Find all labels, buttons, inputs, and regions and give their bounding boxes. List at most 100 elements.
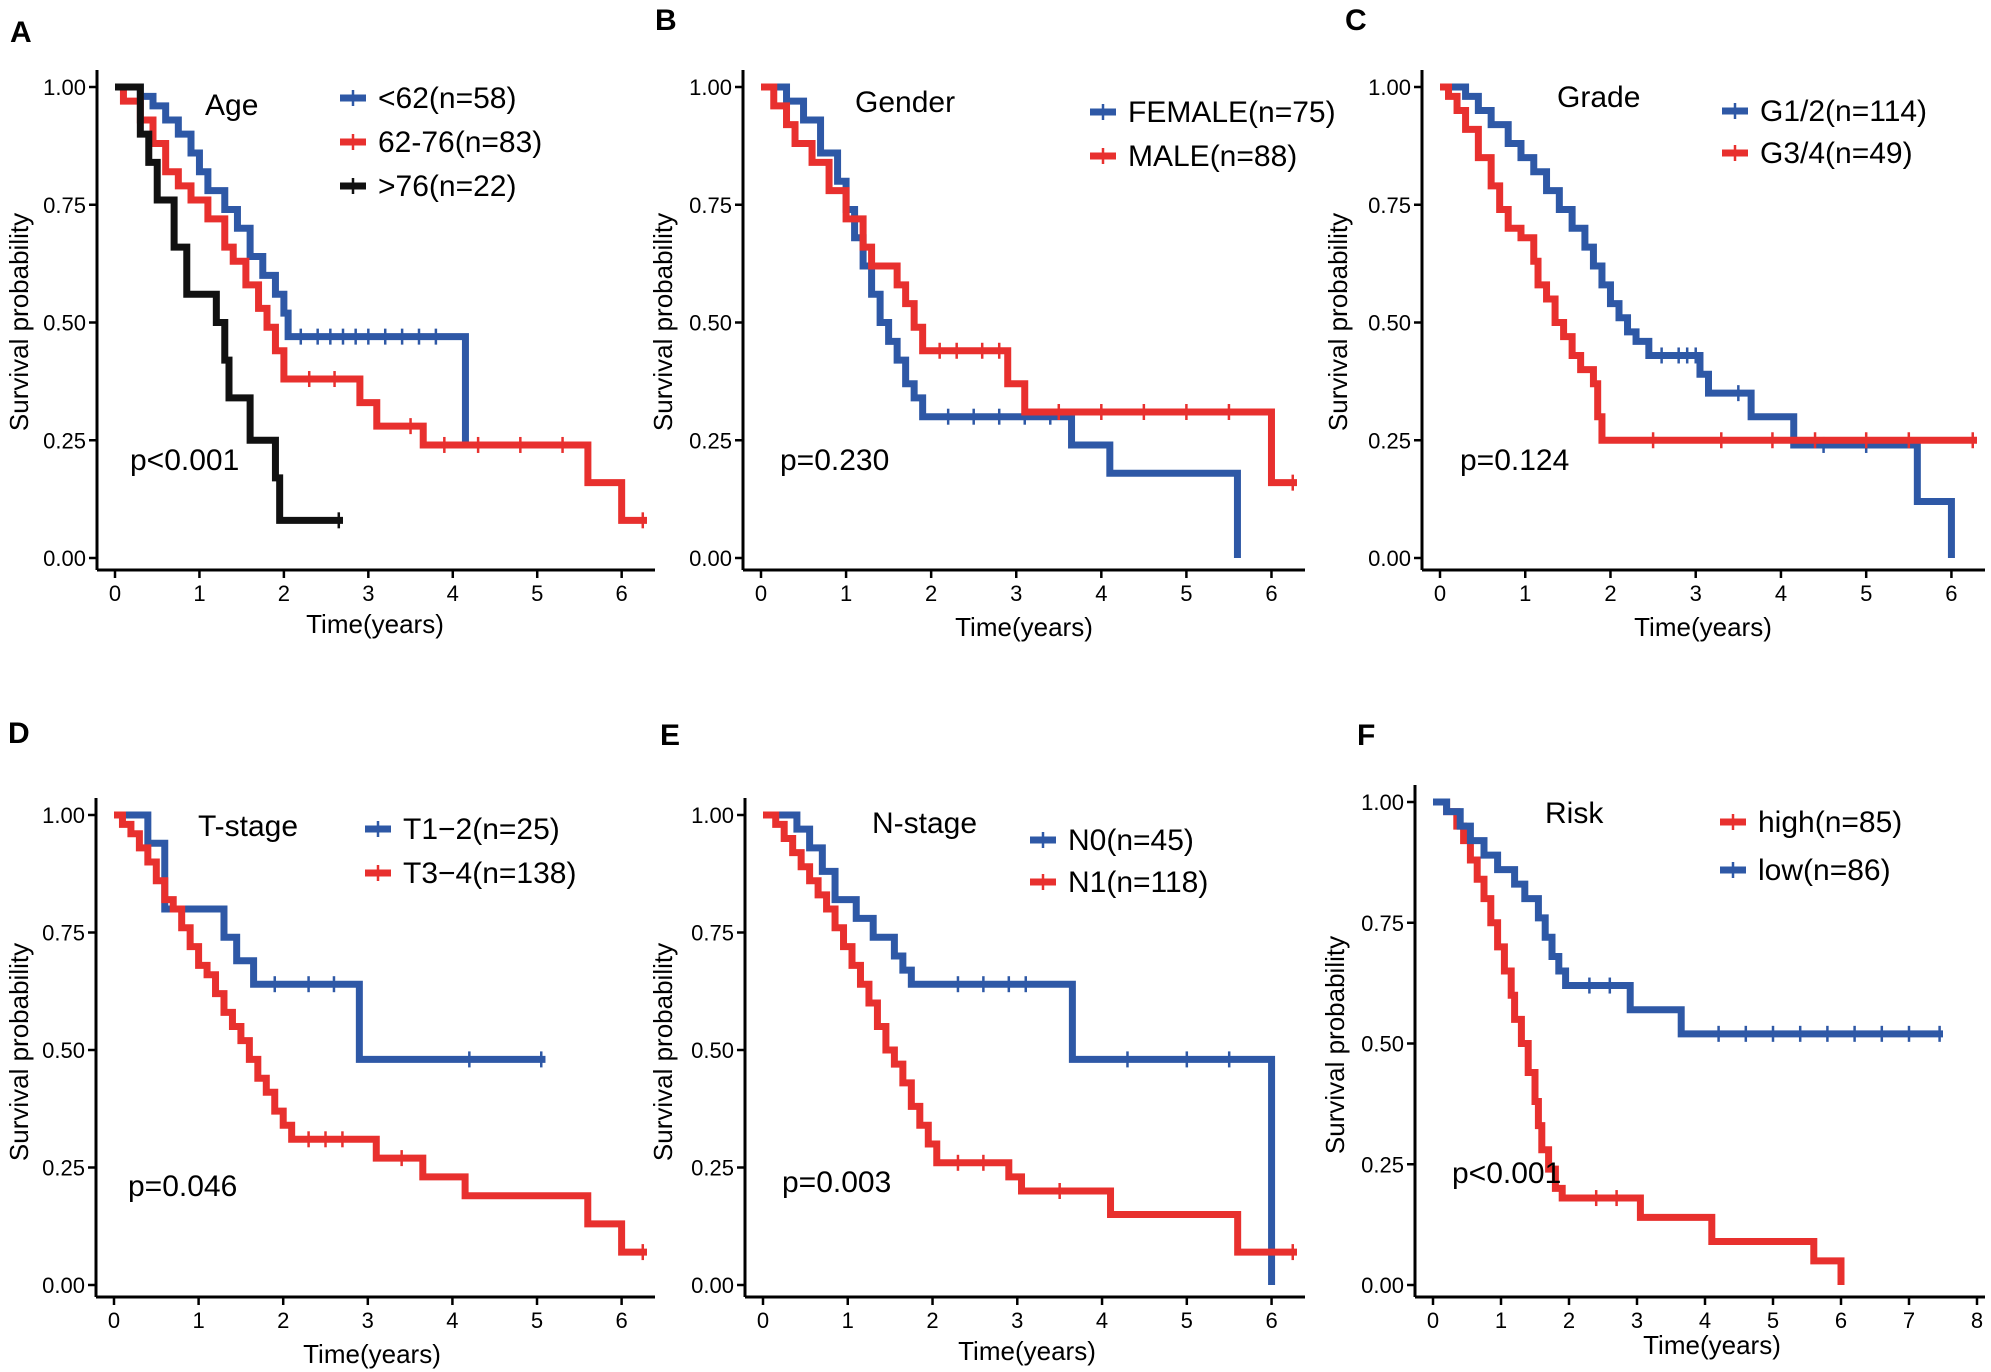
y-tick-label-e: 0.75 [691,921,734,946]
y-tick-label-c: 0.25 [1368,428,1411,453]
x-tick-label-e: 1 [842,1308,854,1333]
x-tick-label-f: 1 [1495,1308,1507,1333]
x-tick-label-e: 2 [926,1308,938,1333]
panel-f: 0.00 0.25 0.50 0.75 1.00 0 1 2 3 4 5 6 7 8 Time(years)… [1320,719,1985,1360]
x-tick-label-e: 0 [757,1308,769,1333]
y-tick-label-b: 0.25 [689,428,732,453]
km-curve-f-0 [1433,798,1845,1285]
y-tick-label-a: 0.25 [43,428,86,453]
panel-a: 0.00 0.25 0.50 0.75 1.00 0 1 2 3 4 5 6 Time(years) Su… [4,16,655,639]
y-tick-label-f: 0.75 [1361,911,1404,936]
x-axis-title-d: Time(years) [303,1339,441,1369]
x-tick-label-b: 6 [1265,581,1277,606]
x-tick-label-e: 4 [1096,1308,1108,1333]
km-curve-d-1 [114,811,647,1256]
panel-c: 0.00 0.25 0.50 0.75 1.00 0 1 2 3 4 5 6 Time(years) Su… [1323,4,1985,642]
x-tick-label-e: 5 [1181,1308,1193,1333]
y-axis-title-a: Survival probability [4,213,34,431]
p-value-a: p<0.001 [130,444,239,477]
x-tick-label-a: 2 [278,581,290,606]
x-tick-label-a: 0 [109,581,121,606]
legend-label-a: <62(n=58) [378,82,516,115]
x-axis-title-b: Time(years) [955,612,1093,642]
y-tick-label-a: 1.00 [43,75,86,100]
x-tick-label-c: 4 [1775,581,1787,606]
x-tick-label-d: 5 [531,1308,543,1333]
y-tick-label-b: 0.75 [689,193,732,218]
x-tick-label-c: 5 [1860,581,1872,606]
y-tick-label-c: 0.75 [1368,193,1411,218]
y-tick-label-c: 0.50 [1368,311,1411,336]
x-tick-label-f: 6 [1835,1308,1847,1333]
km-curve-e-1 [763,811,1297,1256]
legend-label-e: N1(n=118) [1068,866,1208,899]
panel-e: 0.00 0.25 0.50 0.75 1.00 0 1 2 3 4 5 6 Time(years) Su… [648,719,1305,1366]
km-curve-c-1 [1440,83,1977,444]
km-curve-a-0 [115,83,588,449]
legend-label-f: high(n=85) [1758,806,1902,839]
y-tick-label-e: 0.50 [691,1038,734,1063]
legend-label-d: T3−4(n=138) [403,857,576,890]
x-tick-label-d: 1 [192,1308,204,1333]
x-tick-label-f: 0 [1427,1308,1439,1333]
km-curve-e-0 [763,811,1276,1285]
legend-label-c: G3/4(n=49) [1760,137,1913,170]
x-axis-title-a: Time(years) [306,609,444,639]
panel-title-f: Risk [1545,797,1604,830]
y-tick-label-d: 0.25 [42,1156,85,1181]
km-curve-b-1 [761,83,1297,487]
panel-title-c: Grade [1557,81,1640,114]
y-tick-label-c: 1.00 [1368,75,1411,100]
p-value-b: p=0.230 [780,444,889,477]
y-tick-label-f: 0.50 [1361,1032,1404,1057]
x-tick-label-c: 2 [1604,581,1616,606]
panel-letter-c: C [1345,4,1367,37]
y-axis-title-c: Survival probability [1323,213,1353,431]
panel-letter-e: E [660,719,680,752]
x-tick-label-d: 0 [108,1308,120,1333]
x-tick-label-f: 2 [1563,1308,1575,1333]
panel-letter-d: D [8,717,30,750]
x-tick-label-a: 5 [531,581,543,606]
km-curve-b-0 [761,83,1241,558]
p-value-d: p=0.046 [128,1170,237,1203]
panel-title-e: N-stage [872,807,977,840]
legend-label-c: G1/2(n=114) [1760,95,1927,128]
x-tick-label-b: 3 [1010,581,1022,606]
legend-label-d: T1−2(n=25) [403,813,560,846]
km-curve-d-0 [114,811,546,1063]
x-tick-label-b: 0 [755,581,767,606]
x-tick-label-d: 4 [446,1308,458,1333]
p-value-c: p=0.124 [1460,444,1569,477]
y-tick-label-e: 0.00 [691,1273,734,1298]
legend-label-e: N0(n=45) [1068,824,1194,857]
panel-letter-f: F [1357,719,1375,752]
panel-letter-b: B [655,4,677,37]
panel-b: 0.00 0.25 0.50 0.75 1.00 0 1 2 3 4 5 6 Time(years) Su… [648,4,1336,642]
y-tick-label-e: 1.00 [691,803,734,828]
y-axis-title-e: Survival probability [648,943,678,1161]
y-axis-title-d: Survival probability [4,943,34,1161]
x-tick-label-b: 2 [925,581,937,606]
x-axis-title-e: Time(years) [958,1336,1096,1366]
km-curve-f-1 [1433,798,1943,1038]
km-curve-c-0 [1440,83,1955,558]
y-tick-label-b: 1.00 [689,75,732,100]
x-tick-label-b: 1 [840,581,852,606]
y-tick-label-b: 0.50 [689,311,732,336]
x-tick-label-f: 7 [1903,1308,1915,1333]
x-tick-label-e: 3 [1011,1308,1023,1333]
y-tick-label-a: 0.50 [43,311,86,336]
legend-label-a: >76(n=22) [378,170,516,203]
y-tick-label-d: 0.75 [42,921,85,946]
p-value-f: p<0.001 [1452,1157,1561,1190]
y-tick-label-a: 0.00 [43,546,86,571]
y-tick-label-f: 0.25 [1361,1152,1404,1177]
legend-label-b: FEMALE(n=75) [1128,96,1336,129]
y-tick-label-d: 0.00 [42,1273,85,1298]
x-tick-label-d: 6 [615,1308,627,1333]
y-tick-label-f: 1.00 [1361,790,1404,815]
x-tick-label-f: 8 [1971,1308,1983,1333]
x-tick-label-f: 4 [1699,1308,1711,1333]
